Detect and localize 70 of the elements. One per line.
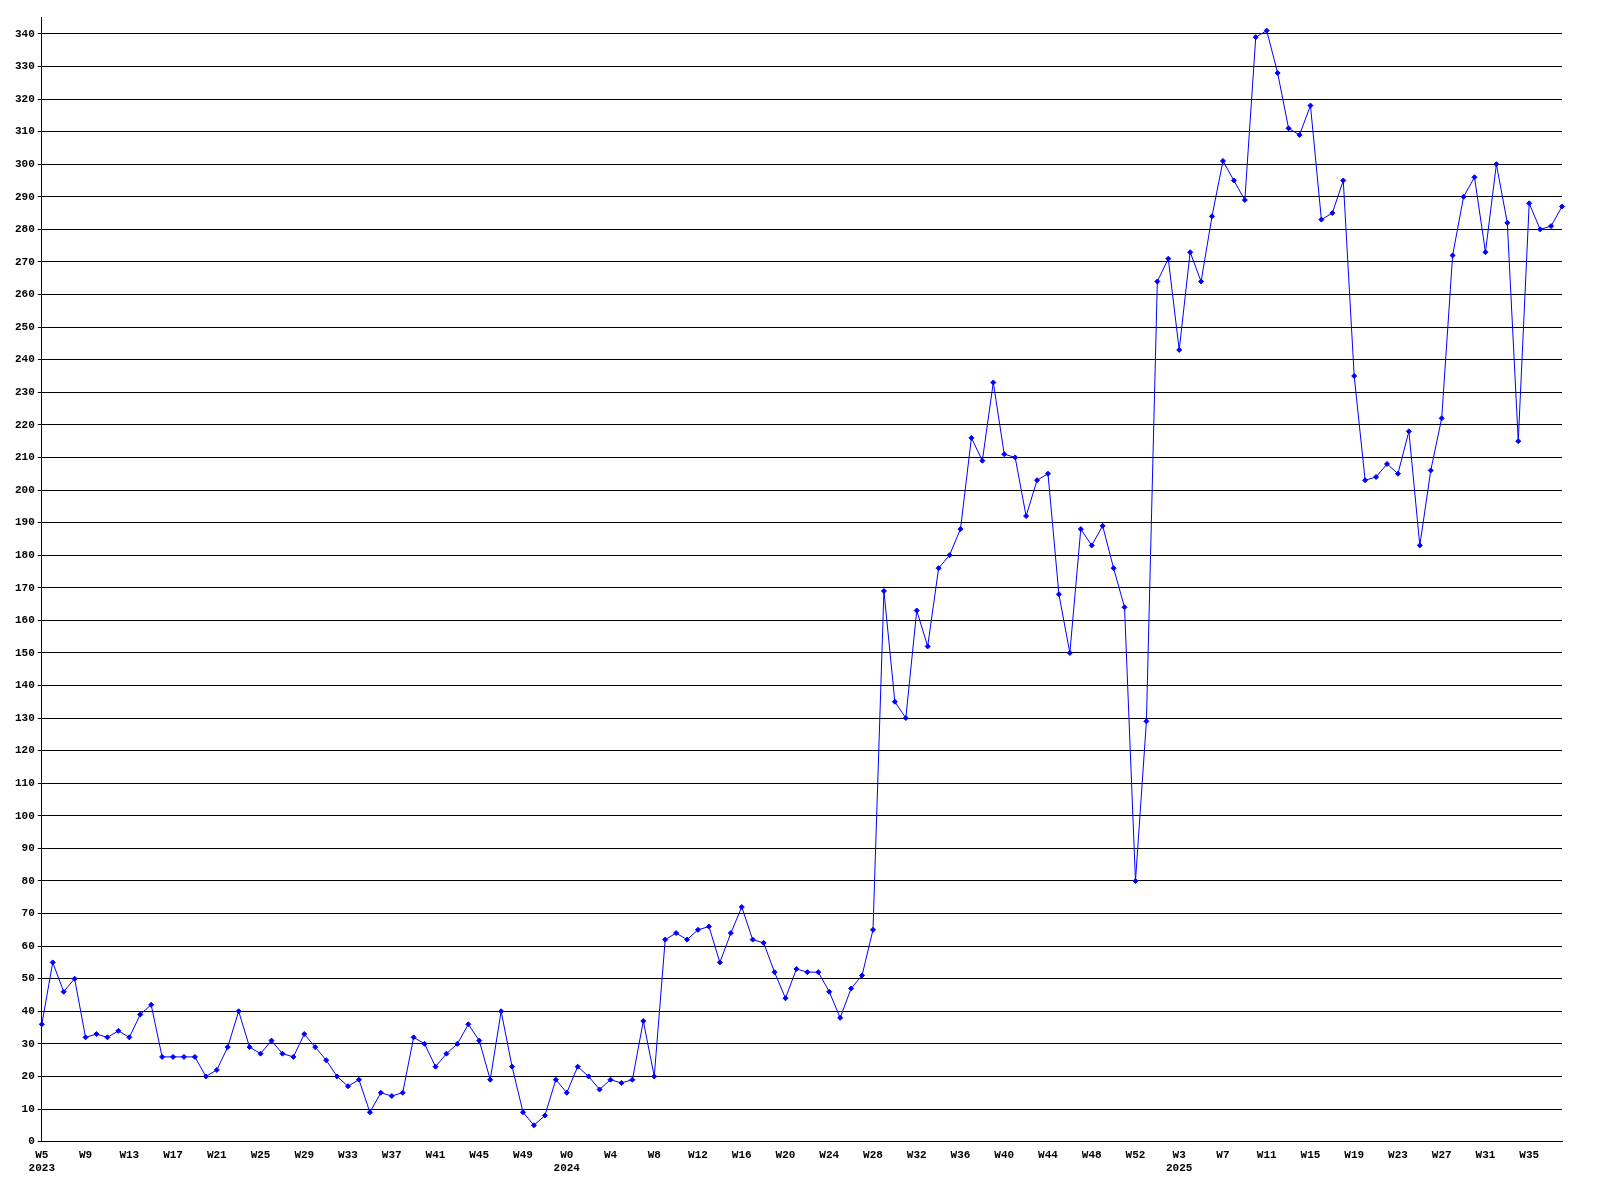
y-tick-label: 150 (14, 646, 35, 659)
y-tick-label: 290 (14, 190, 35, 203)
y-tick-label: 30 (21, 1037, 35, 1050)
y-tick-label: 260 (14, 288, 35, 301)
y-tick-label: 130 (14, 711, 35, 724)
x-tick-label: W48 (1081, 1148, 1103, 1161)
x-tick-label: W27 (1431, 1148, 1452, 1161)
x-tick-label: W19 (1344, 1148, 1365, 1161)
y-tick-label: 110 (14, 776, 35, 789)
x-tick-label: W45 (469, 1148, 490, 1161)
y-tick-label: 300 (14, 157, 35, 170)
y-tick-label: 310 (14, 125, 35, 138)
x-tick-label: W0 2024 (553, 1148, 581, 1175)
x-tick-label: W16 (731, 1148, 752, 1161)
y-tick-label: 20 (21, 1070, 35, 1083)
y-tick-label: 160 (14, 614, 35, 627)
y-tick-label: 50 (21, 972, 35, 985)
y-tick-label: 330 (14, 60, 35, 73)
x-tick-label: W35 (1519, 1148, 1540, 1161)
x-tick-label: W40 (994, 1148, 1015, 1161)
x-tick-label: W15 (1300, 1148, 1321, 1161)
x-tick-label: W32 (906, 1148, 927, 1161)
x-tick-label: W20 (775, 1148, 796, 1161)
y-tick-label: 10 (21, 1102, 35, 1115)
y-tick-label: 90 (21, 842, 35, 855)
x-tick-label: W41 (425, 1148, 446, 1161)
y-tick-label: 80 (21, 874, 35, 887)
y-tick-label: 200 (14, 483, 35, 496)
y-tick-label: 0 (28, 1135, 35, 1148)
y-tick-label: 100 (14, 809, 35, 822)
y-tick-label: 60 (21, 939, 35, 952)
y-tick-label: 220 (14, 418, 35, 431)
x-tick-label: W13 (119, 1148, 140, 1161)
y-tick-label: 40 (21, 1005, 35, 1018)
x-tick-label: W36 (950, 1148, 971, 1161)
x-tick-label: W33 (338, 1148, 359, 1161)
x-tick-label: W8 (647, 1148, 662, 1161)
x-tick-label: W44 (1038, 1148, 1059, 1161)
x-tick-label: W52 (1125, 1148, 1146, 1161)
x-tick-label: W7 (1216, 1148, 1230, 1161)
x-tick-label: W5 2023 (28, 1148, 56, 1175)
y-tick-label: 170 (14, 581, 35, 594)
y-tick-label: 280 (14, 223, 35, 236)
x-tick-label: W49 (513, 1148, 533, 1161)
y-tick-label: 240 (14, 353, 35, 366)
y-tick-label: 340 (14, 27, 35, 40)
x-tick-label: W29 (294, 1148, 315, 1161)
y-tick-label: 180 (14, 548, 35, 561)
x-tick-label: W21 (206, 1148, 228, 1161)
x-tick-label: W28 (863, 1148, 884, 1161)
x-tick-label: W9 (78, 1148, 93, 1161)
x-tick-label: W37 (381, 1148, 402, 1161)
y-tick-label: 140 (14, 679, 35, 692)
x-tick-label: W11 (1256, 1148, 1278, 1161)
y-tick-label: 270 (14, 255, 35, 268)
x-tick-label: W4 (603, 1148, 618, 1161)
y-tick-label: 210 (14, 451, 35, 464)
y-tick-label: 70 (21, 907, 35, 920)
x-tick-label: W31 (1475, 1148, 1496, 1161)
y-tick-label: 230 (14, 386, 35, 399)
y-tick-label: 320 (14, 92, 35, 105)
y-tick-label: 120 (14, 744, 35, 757)
y-tick-label: 190 (14, 516, 35, 529)
x-tick-label: W23 (1388, 1148, 1409, 1161)
y-tick-label: 250 (14, 320, 35, 333)
x-tick-label: W17 (163, 1148, 183, 1161)
x-tick-label: W25 (250, 1148, 271, 1161)
x-tick-label: W12 (688, 1148, 708, 1161)
x-tick-label: W24 (819, 1148, 840, 1161)
x-tick-label: W3 2025 (1166, 1148, 1193, 1175)
